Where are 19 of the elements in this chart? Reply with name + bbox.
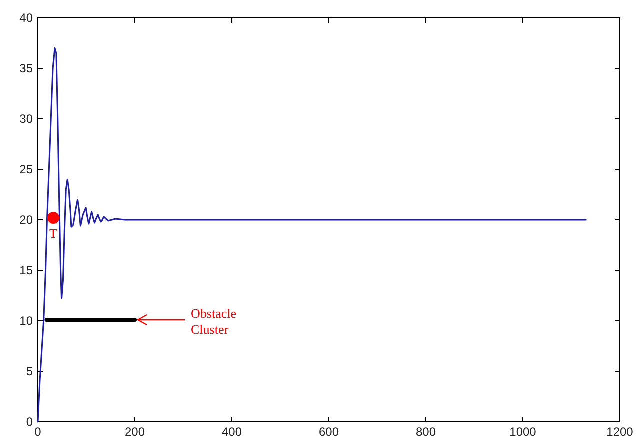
x-tick-label: 800 (416, 425, 436, 439)
x-tick-label: 600 (318, 425, 340, 439)
y-tick-label: 15 (20, 264, 34, 278)
y-tick-label: 35 (20, 62, 34, 76)
line-series (37, 48, 587, 423)
y-tick-label: 20 (20, 213, 34, 227)
x-tick-label: 200 (124, 425, 146, 439)
x-tick-label: 0 (34, 425, 42, 439)
y-tick-label: 40 (20, 11, 34, 25)
annotation: Obstacle Cluster (191, 306, 237, 337)
y-tick-label: 10 (20, 314, 34, 328)
x-tick-label: 1200 (606, 425, 634, 439)
annotation: T (50, 226, 58, 241)
y-tick-label: 5 (26, 364, 34, 378)
x-tick-label: 1000 (510, 425, 537, 439)
y-tick-label: 30 (20, 112, 34, 126)
y-tick-label: 25 (20, 162, 34, 176)
x-tick-label: 400 (222, 425, 242, 439)
y-tick-label: 0 (26, 415, 34, 429)
